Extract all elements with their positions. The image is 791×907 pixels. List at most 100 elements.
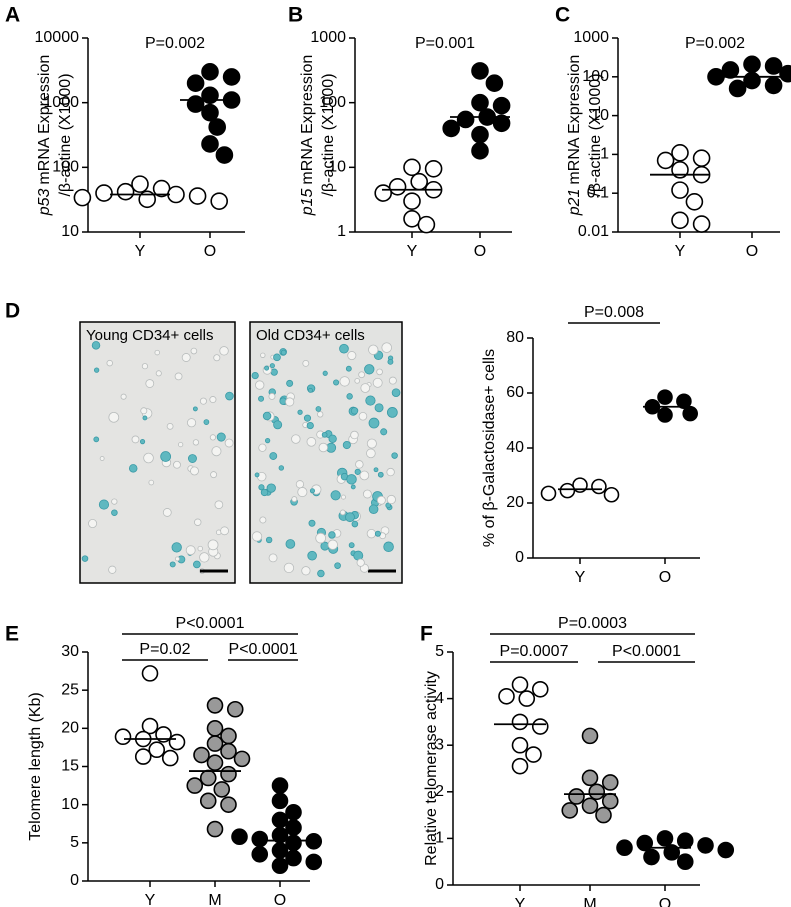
p-value: P=0.0007 bbox=[500, 643, 569, 660]
cell bbox=[297, 409, 303, 415]
cell bbox=[358, 411, 368, 421]
data-point bbox=[220, 765, 237, 783]
cell bbox=[197, 545, 203, 552]
data-point bbox=[285, 849, 302, 867]
data-point bbox=[442, 119, 461, 138]
cell bbox=[258, 443, 267, 452]
data-point bbox=[471, 142, 489, 160]
cell bbox=[333, 379, 340, 386]
cell bbox=[303, 414, 312, 422]
cell bbox=[368, 417, 380, 429]
cell bbox=[346, 474, 357, 485]
cell bbox=[262, 411, 272, 421]
data-point bbox=[199, 792, 217, 810]
cell bbox=[260, 488, 269, 497]
cell bbox=[91, 341, 101, 350]
cell bbox=[268, 553, 278, 563]
data-point bbox=[663, 844, 681, 861]
data-point bbox=[95, 184, 113, 202]
cell bbox=[315, 406, 322, 412]
y-tick-label: 100 bbox=[319, 94, 346, 111]
y-tick-label: 10 bbox=[61, 796, 79, 813]
cell bbox=[350, 484, 356, 490]
data-point bbox=[305, 833, 323, 850]
cell bbox=[173, 460, 181, 469]
cell bbox=[185, 545, 196, 556]
gene-name: p21 bbox=[566, 189, 583, 217]
cell bbox=[285, 539, 296, 549]
cell bbox=[216, 432, 226, 442]
y-tick-label: 0 bbox=[515, 549, 524, 566]
data-point bbox=[559, 482, 576, 499]
x-tick-label: M bbox=[208, 892, 221, 907]
cell bbox=[251, 371, 259, 380]
y-tick-label: 0 bbox=[70, 872, 79, 889]
cell bbox=[188, 454, 197, 463]
p-value: P=0.008 bbox=[584, 304, 644, 321]
cell bbox=[143, 452, 154, 464]
cell bbox=[373, 467, 379, 473]
data-point bbox=[201, 135, 219, 153]
cell bbox=[321, 431, 328, 438]
data-point bbox=[199, 769, 217, 787]
data-point bbox=[743, 71, 761, 90]
cell bbox=[345, 512, 355, 523]
micrographs bbox=[79, 321, 403, 584]
data-point bbox=[656, 151, 675, 170]
cell bbox=[330, 490, 341, 501]
cell bbox=[81, 555, 89, 562]
panel-letter: A bbox=[5, 4, 20, 27]
data-point bbox=[743, 55, 761, 74]
cell bbox=[374, 530, 381, 537]
cell bbox=[291, 496, 298, 503]
image-caption: Young CD34+ cells bbox=[86, 327, 213, 344]
cell bbox=[391, 452, 398, 459]
y-axis-label: % of β-Galactosidase+ cells bbox=[481, 349, 498, 547]
cell bbox=[258, 484, 265, 491]
data-point bbox=[721, 61, 740, 79]
y-axis-label: /β-actine (X1000) bbox=[587, 73, 604, 196]
cell bbox=[174, 372, 183, 381]
cell bbox=[169, 561, 176, 568]
x-tick-label: Y bbox=[407, 243, 418, 260]
cell bbox=[142, 415, 148, 421]
y-tick-label: 5 bbox=[435, 643, 444, 660]
panel-letter: F bbox=[420, 623, 433, 646]
y-axis-label-text: mRNA Expression bbox=[566, 55, 583, 185]
cell bbox=[106, 359, 113, 367]
cell bbox=[154, 349, 160, 356]
y-axis-label-text: mRNA Expression bbox=[299, 55, 316, 185]
cell bbox=[285, 397, 295, 407]
cell bbox=[306, 437, 317, 447]
y-tick-label: 60 bbox=[506, 384, 524, 401]
x-tick-label: Y bbox=[145, 892, 156, 907]
data-point bbox=[193, 746, 210, 764]
cell bbox=[190, 347, 198, 355]
cell bbox=[356, 558, 365, 567]
data-point bbox=[403, 158, 421, 177]
data-point bbox=[728, 79, 747, 98]
data-point bbox=[114, 728, 132, 746]
cell bbox=[93, 367, 100, 373]
y-axis-label: /β-actine (X1000) bbox=[57, 73, 74, 196]
cell bbox=[166, 422, 174, 430]
panel-letter: B bbox=[288, 4, 303, 27]
data-point bbox=[231, 828, 248, 846]
data-point bbox=[456, 110, 475, 129]
cell bbox=[368, 344, 379, 355]
data-point bbox=[201, 63, 219, 81]
cell bbox=[342, 440, 351, 450]
cell bbox=[139, 439, 146, 445]
cell bbox=[207, 539, 219, 551]
y-tick-label: 5 bbox=[70, 834, 79, 851]
data-point bbox=[374, 184, 393, 202]
data-point bbox=[568, 788, 585, 805]
data-point bbox=[134, 748, 152, 765]
cell bbox=[380, 428, 388, 436]
data-point bbox=[511, 736, 529, 754]
cell bbox=[93, 436, 100, 443]
data-point bbox=[233, 750, 251, 768]
cell bbox=[194, 518, 202, 526]
data-point bbox=[601, 792, 619, 810]
data-point bbox=[206, 697, 224, 714]
